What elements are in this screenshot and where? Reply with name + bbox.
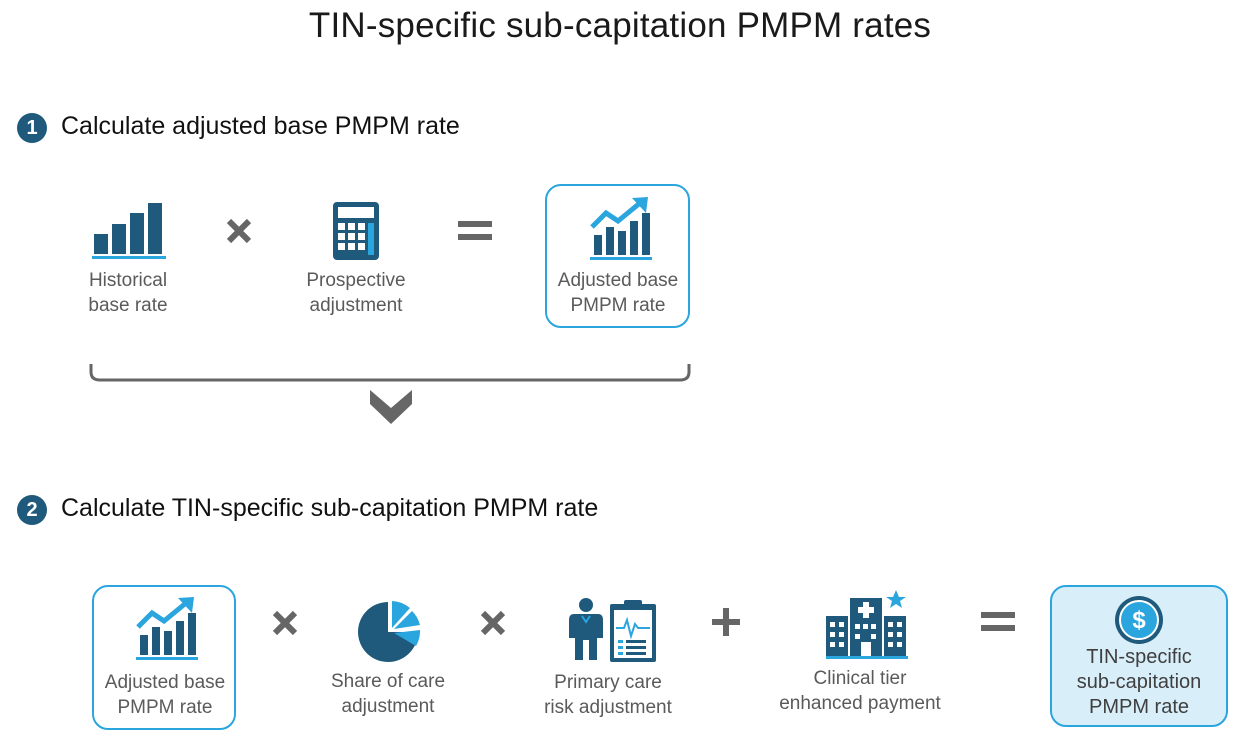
- equals-icon: [458, 221, 492, 241]
- trend-chart-icon: [590, 197, 652, 266]
- step-1-badge: 1: [17, 113, 47, 143]
- dollar-coin-icon: $: [1114, 595, 1164, 650]
- hospital-icon: [826, 590, 910, 665]
- step-1-item-3-label: Adjusted base PMPM rate: [557, 270, 679, 316]
- step-2-item-2-label: Share of care adjustment: [330, 671, 446, 717]
- step-1-item-1-label: Historical base rate: [88, 270, 168, 316]
- step-2-item-1-label: Adjusted base PMPM rate: [104, 672, 226, 718]
- svg-text:$: $: [1132, 607, 1146, 634]
- step-2-badge: 2: [17, 495, 47, 525]
- trend-chart-icon: [136, 597, 198, 666]
- multiply-icon: [226, 218, 252, 244]
- step-1-result-box: [545, 184, 690, 328]
- step-2-heading: Calculate TIN-specific sub-capitation PM…: [61, 494, 599, 522]
- plus-icon: [712, 608, 740, 636]
- chevron-down-icon: [370, 390, 412, 431]
- multiply-icon: [480, 610, 506, 636]
- step-2-item-3-label: Primary care risk adjustment: [544, 672, 672, 718]
- bar-chart-icon: [92, 200, 168, 265]
- page-title: TIN-specific sub-capitation PMPM rates: [308, 6, 932, 45]
- calculator-icon: [333, 202, 379, 265]
- step-1-item-2-label: Prospective adjustment: [306, 270, 406, 316]
- pie-chart-icon: [358, 600, 422, 669]
- multiply-icon: [272, 610, 298, 636]
- step-2-input-box: [92, 585, 236, 730]
- step-2-result-label: TIN-specific sub-capitation PMPM rate: [1076, 646, 1202, 718]
- bracket-divider: [88, 362, 692, 389]
- equals-icon: [981, 612, 1015, 632]
- doctor-clipboard-icon: [568, 598, 658, 667]
- step-2-item-4-label: Clinical tier enhanced payment: [779, 668, 941, 714]
- step-1-heading: Calculate adjusted base PMPM rate: [61, 112, 460, 140]
